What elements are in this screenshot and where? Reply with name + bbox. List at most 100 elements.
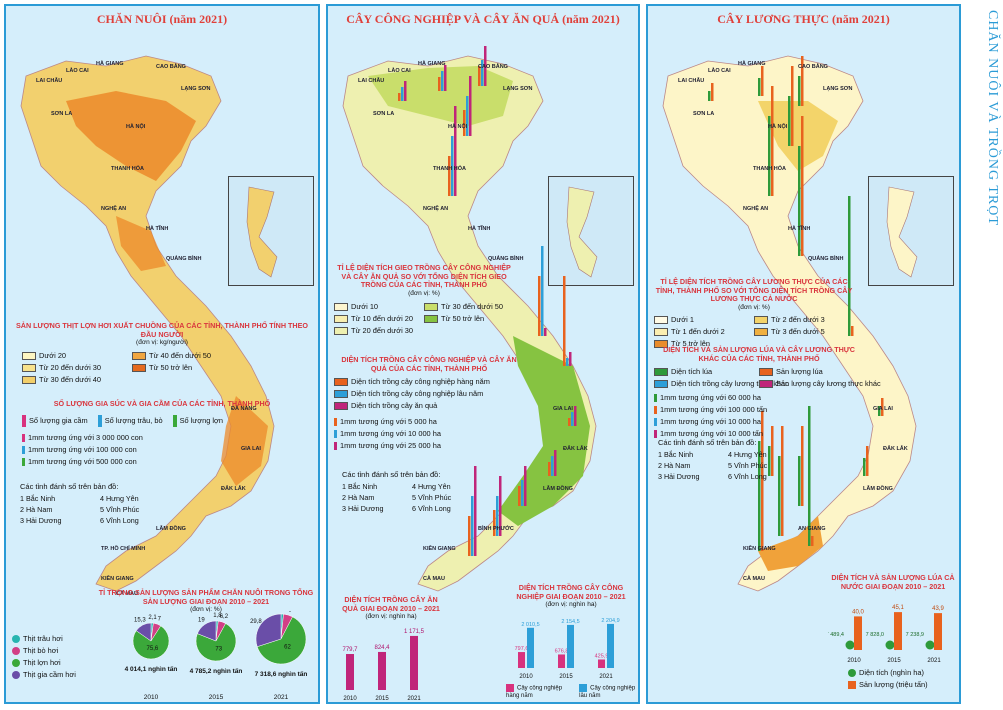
livestock-pie-charts: 2,1 7 75,6 15,3 4 014,1 nghìn tấn 2010 1,86,2 7… [125,611,308,701]
map-bar [468,516,471,556]
legend-label: Từ 1 đến dưới 2 [671,327,725,337]
legend-swatch [334,315,348,324]
map-bar [569,352,572,366]
numbered-province: 1 Bắc Ninh [658,450,694,460]
province-label: QUẢNG BÌNH [488,256,524,262]
province-label: QUẢNG BÌNH [166,256,202,262]
fruit-bar [410,635,418,690]
legend-scale-item: 1mm tương ứng với 25 000 ha [334,441,524,453]
map-bar [518,486,521,506]
legend-item: Số lượng trâu, bò [97,414,163,427]
pie-value-label: 2,1 [148,615,157,621]
map-bar [758,441,761,551]
legend-swatch [759,368,773,377]
scale-mark [334,430,337,439]
fruit-bar [378,651,386,690]
pork-legend-title: SẢN LƯỢNG THỊT LỢN HƠI XUẤT CHUỒNG CỦA C… [15,321,308,339]
scale-mark [22,433,25,442]
fruit-bar-value: 779,7 [342,647,358,653]
legend-item: Diện tích trồng cây công nghiệp hàng năm [334,377,524,389]
legend-label: Từ 3 đến dưới 5 [771,327,825,337]
livestock-title: CHĂN NUÔI (năm 2021) [96,12,228,26]
livestock-map [20,55,275,592]
legend-scale-item: 1mm tương ứng với 500 000 con [22,457,312,469]
province-label: NGHỆ AN [743,206,769,212]
industrial-bar [558,654,565,668]
legend-item: Diện tích lúa [654,367,759,379]
ind-chart-title: DIỆN TÍCH TRỒNG CÂY CÔNG NGHIỆP GIAI ĐOẠ… [516,583,626,601]
province-label: KIÊN GIANG [101,576,134,582]
map-bar [801,426,804,506]
map-bar [448,156,451,196]
map-bar [761,66,764,96]
legend-scale-item: 1mm tương ứng với 10 000 ha [334,429,524,441]
scale-mark [334,442,337,451]
legend-label: Từ 20 đến dưới 30 [351,326,413,336]
legend-item: Dưới 10 [334,302,424,314]
industrial-map-panel: CÂY CÔNG NGHIỆP VÀ CÂY ĂN QUẢ (năm 2021)… [326,4,640,704]
legend-label: Diện tích trồng cây ăn quả [351,401,438,411]
numbered-province: 5 Vĩnh Phúc [100,505,140,515]
legend-label: Diện tích trồng cây lương thực khác [671,379,789,389]
province-label: HÀ NỘI [126,124,146,130]
pie-value-label: 19 [198,617,205,623]
rice-legend-swatch [848,669,856,678]
map-bar [493,510,496,536]
legend-swatch [132,352,146,361]
province-label: GIA LAI [241,446,261,452]
ind-legend-item: Cây công nghiệp hàng năm [506,684,573,701]
province-label: LẠNG SƠN [823,86,853,92]
pie-legend-label: Thịt bò hơi [23,646,59,655]
province-label: HÀ GIANG [418,61,446,67]
map-bar [441,71,444,91]
map-bar [544,328,547,336]
map-bar [811,536,814,546]
province-label: CÀ MAU [743,576,765,582]
legend-item: Từ 20 đến dưới 30 [22,363,132,375]
province-label: SƠN LA [373,111,395,117]
rice-area-marker [885,640,895,650]
side-title: CHĂN NUÔI VÀ TRỒNG TRỌT [985,10,1000,226]
numbered-province: 3 Hải Dương [20,516,62,526]
legend-label: Số lượng lợn [179,415,223,425]
scale-mark [654,418,657,427]
map-bar [708,91,711,101]
province-label: AN GIANG [798,526,826,532]
legend-swatch [22,352,36,361]
legend-swatch [654,328,668,337]
food-map-panel: CÂY LƯƠNG THỰC (năm 2021) LAI CHÂU LÀO CA… [646,4,961,704]
map-bar [798,456,801,506]
food-ratio-title: TỈ LỆ DIỆN TÍCH TRỒNG CÂY LƯƠNG THỰC CỦA… [655,277,853,304]
legend-item: Từ 40 đến dưới 50 [132,351,242,363]
legend-item: Từ 30 đến dưới 40 [22,375,132,387]
pie-legend: Thịt trâu hơi Thịt bò hơi Thịt lợn hơi Thịt… [12,634,102,682]
map-bar [571,412,574,426]
fruit-bar-value: 824,4 [374,645,390,651]
province-label: LAI CHÂU [678,78,705,84]
legend-item: Diện tích trồng cây lương thực khác [654,379,789,391]
legend-label: 1mm tương ứng với 500 000 con [28,456,137,466]
map-bar [484,46,487,86]
scale-mark [654,406,657,415]
pie-total-label: 4 014,1 nghìn tấn [125,665,178,673]
map-bar [758,78,761,96]
industrial-area-title: DIỆN TÍCH TRỒNG CÂY CÔNG NGHIỆP VÀ CÂY Ă… [341,355,517,373]
pie-chart-unit: (đơn vị: %) [190,606,222,614]
province-label: SƠN LA [51,111,73,117]
province-label: NGHỆ AN [101,206,127,212]
province-label: LÂM ĐỒNG [156,526,186,532]
industrial-bar [607,623,614,668]
legend-item: Từ 5 trở lên [654,339,754,351]
map-bar [524,466,527,506]
map-bar [451,136,454,196]
pie-slice [197,620,217,642]
province-label: TP. HỒ CHÍ MINH [101,546,146,552]
rice-category: 2015 [887,658,901,664]
map-bar [568,418,571,426]
delta-zone-south [758,516,823,571]
map-bar [466,96,469,136]
rice-area-marker [845,640,855,650]
legend-bar [22,414,26,427]
legend-label: Sản lượng lúa [776,367,823,377]
legend-label: Từ 50 trở lên [149,363,193,373]
